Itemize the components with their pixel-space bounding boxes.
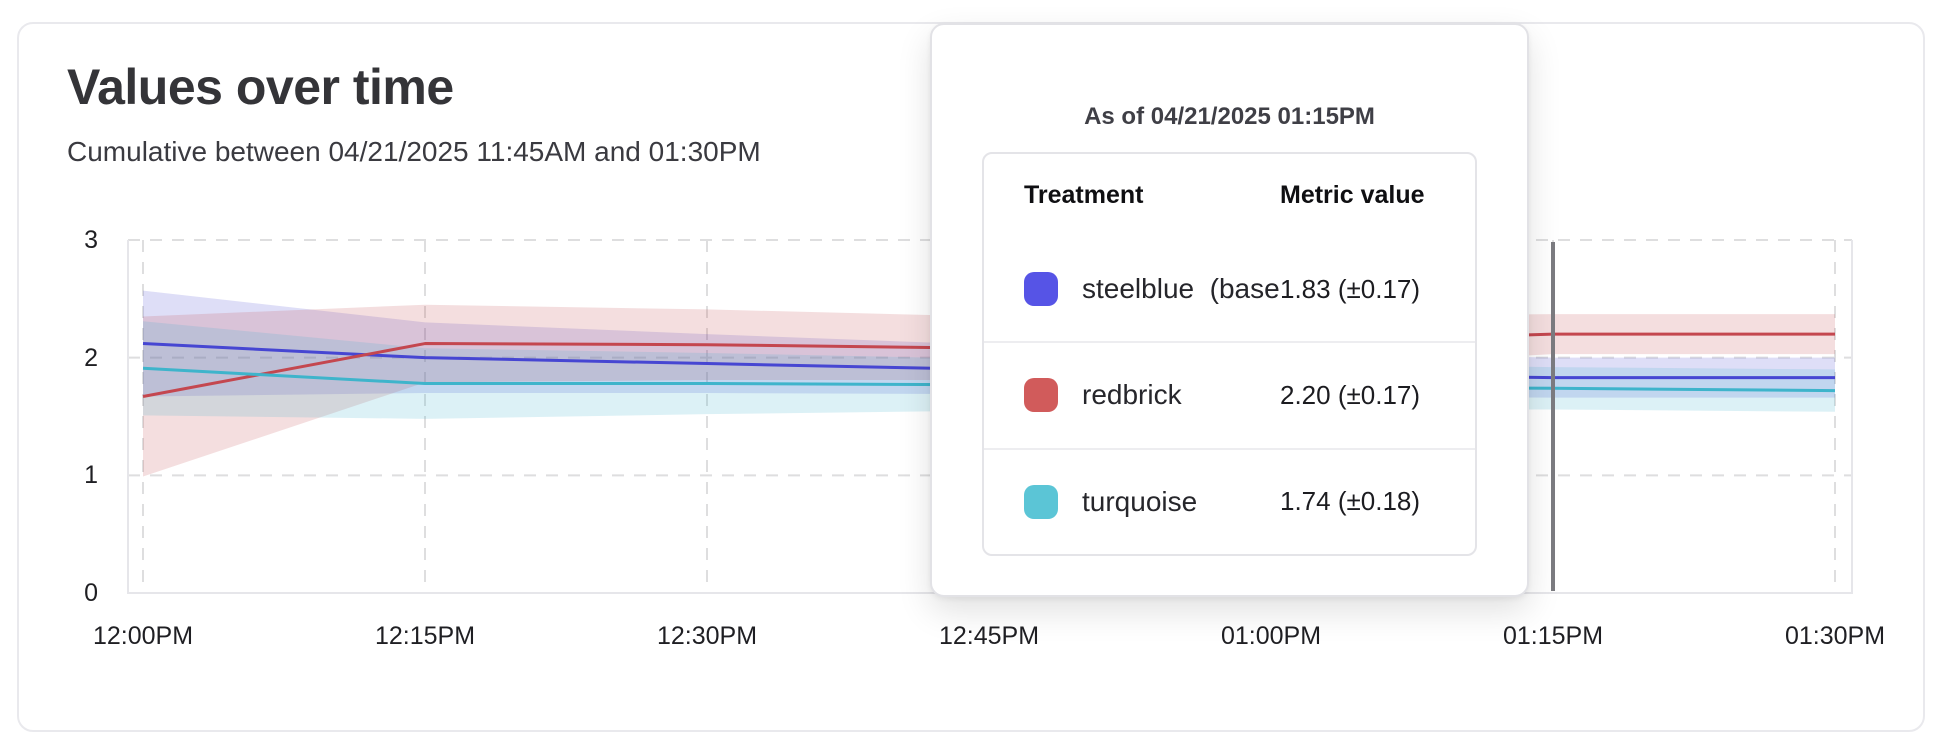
metric-value: 1.74 (±0.18) <box>1280 486 1421 517</box>
y-tick-label: 1 <box>84 461 98 490</box>
tooltip-row-turquoise: turquoise 1.74 (±0.18) <box>984 447 1475 554</box>
y-tick-label: 3 <box>84 226 98 254</box>
tooltip-row-redbrick: redbrick 2.20 (±0.17) <box>984 341 1475 447</box>
x-tick-label: 12:30PM <box>656 622 758 650</box>
x-tick-label: 01:30PM <box>1784 622 1886 650</box>
page-title: Values over time <box>67 59 454 115</box>
redbrick-swatch-icon <box>1024 378 1058 413</box>
chart-tooltip: As of 04/21/2025 01:15PM Treatment Metri… <box>930 23 1529 597</box>
x-tick-label: 12:15PM <box>374 622 476 650</box>
y-tick-label: 2 <box>84 343 98 372</box>
x-tick-label: 12:45PM <box>938 622 1040 650</box>
chart-subtitle: Cumulative between 04/21/2025 11:45AM an… <box>67 136 761 167</box>
treatment-label: redbrick <box>1082 379 1182 411</box>
column-header-metric-value: Metric value <box>1280 181 1425 209</box>
metric-value: 2.20 (±0.17) <box>1280 379 1421 410</box>
tooltip-title: As of 04/21/2025 01:15PM <box>1084 103 1375 130</box>
metric-value: 1.83 (±0.17) <box>1280 273 1421 304</box>
steelblue-swatch-icon <box>1024 272 1058 307</box>
y-tick-label: 0 <box>84 579 98 607</box>
x-tick-label: 01:00PM <box>1220 622 1322 650</box>
column-header-treatment: Treatment <box>1024 181 1144 209</box>
treatment-label: steelblue (baseli <box>1082 273 1280 305</box>
tooltip-row-steelblue: steelblue (baseli 1.83 (±0.17) <box>984 237 1475 341</box>
turquoise-swatch-icon <box>1024 484 1058 519</box>
tooltip-table-header: Treatment Metric value <box>984 154 1475 237</box>
treatment-label: turquoise <box>1082 485 1198 517</box>
tooltip-table: Treatment Metric value steelblue (baseli… <box>982 152 1477 556</box>
x-tick-label: 01:15PM <box>1502 622 1604 650</box>
x-tick-label: 12:00PM <box>92 622 194 650</box>
